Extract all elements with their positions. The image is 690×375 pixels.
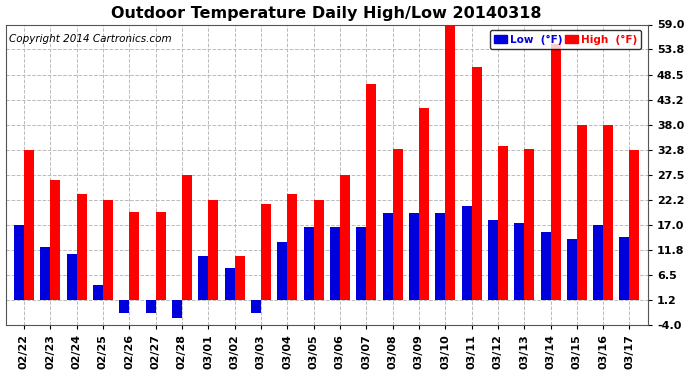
Bar xyxy=(77,194,87,300)
Bar xyxy=(603,125,613,300)
Legend: Low  (°F), High  (°F): Low (°F), High (°F) xyxy=(490,30,642,49)
Bar xyxy=(435,213,445,300)
Bar xyxy=(67,254,77,300)
Bar xyxy=(524,148,534,300)
Bar xyxy=(119,300,129,313)
Bar xyxy=(382,213,393,300)
Bar xyxy=(393,148,402,300)
Bar xyxy=(313,200,324,300)
Bar xyxy=(172,300,182,318)
Bar xyxy=(540,232,551,300)
Bar xyxy=(366,84,376,300)
Bar xyxy=(277,242,287,300)
Bar xyxy=(514,223,524,300)
Bar xyxy=(304,227,313,300)
Bar xyxy=(50,180,60,300)
Bar xyxy=(551,44,560,300)
Bar xyxy=(356,227,366,300)
Bar xyxy=(129,211,139,300)
Bar xyxy=(224,268,235,300)
Bar xyxy=(330,227,340,300)
Bar xyxy=(24,150,34,300)
Bar xyxy=(235,256,244,300)
Bar xyxy=(593,225,603,300)
Bar xyxy=(498,146,508,300)
Bar xyxy=(40,246,50,300)
Bar xyxy=(93,285,103,300)
Bar xyxy=(629,150,640,300)
Bar xyxy=(198,256,208,300)
Bar xyxy=(462,206,471,300)
Bar xyxy=(409,213,419,300)
Bar xyxy=(146,300,156,313)
Bar xyxy=(14,225,24,300)
Bar xyxy=(261,204,271,300)
Bar xyxy=(419,108,429,300)
Text: Copyright 2014 Cartronics.com: Copyright 2014 Cartronics.com xyxy=(9,33,171,44)
Bar xyxy=(208,200,218,300)
Bar xyxy=(471,68,482,300)
Bar xyxy=(182,175,192,300)
Bar xyxy=(577,125,586,300)
Bar xyxy=(103,200,113,300)
Bar xyxy=(287,194,297,300)
Title: Outdoor Temperature Daily High/Low 20140318: Outdoor Temperature Daily High/Low 20140… xyxy=(112,6,542,21)
Bar xyxy=(488,220,498,300)
Bar xyxy=(620,237,629,300)
Bar xyxy=(340,175,350,300)
Bar xyxy=(156,211,166,300)
Bar xyxy=(445,24,455,300)
Bar xyxy=(566,239,577,300)
Bar xyxy=(251,300,261,313)
